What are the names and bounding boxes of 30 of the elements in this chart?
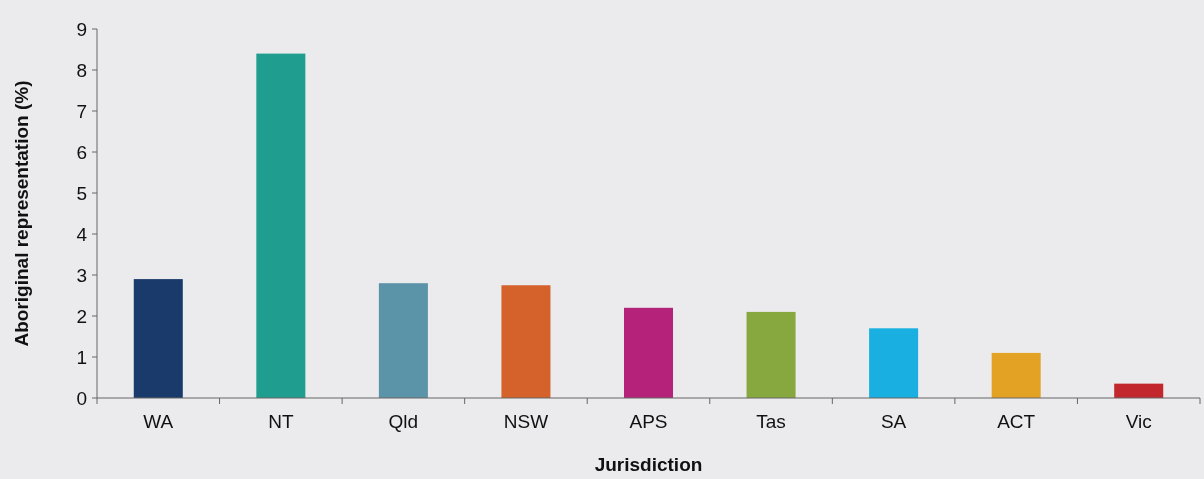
bar bbox=[991, 352, 1041, 398]
y-tick-label: 4 bbox=[76, 223, 88, 245]
y-tick-label: 0 bbox=[76, 387, 87, 409]
y-axis-title: Aboriginal representation (%) bbox=[11, 80, 32, 347]
bar bbox=[869, 328, 919, 398]
x-tick-label: Qld bbox=[388, 411, 419, 432]
y-tick-label: 7 bbox=[76, 100, 87, 122]
x-tick-label: WA bbox=[143, 411, 174, 432]
y-tick-label: 6 bbox=[76, 141, 87, 163]
x-tick-label: ACT bbox=[997, 411, 1036, 432]
y-tick-label: 2 bbox=[76, 305, 87, 327]
y-tick-label: 8 bbox=[76, 59, 87, 81]
bar bbox=[1114, 383, 1164, 398]
bar bbox=[256, 53, 306, 398]
bar bbox=[378, 283, 428, 398]
bar bbox=[501, 285, 551, 398]
bar bbox=[133, 279, 183, 398]
x-tick-label: APS bbox=[629, 411, 668, 432]
x-tick-label: Vic bbox=[1125, 411, 1152, 432]
x-tick-label: NSW bbox=[503, 411, 549, 432]
bar bbox=[623, 307, 674, 398]
x-axis-title: Jurisdiction bbox=[594, 454, 703, 475]
y-tick-label: 1 bbox=[76, 346, 87, 368]
y-tick-label: 5 bbox=[76, 182, 87, 204]
y-tick-label: 3 bbox=[76, 264, 87, 286]
bar bbox=[746, 311, 796, 398]
x-tick-label: NT bbox=[268, 411, 294, 432]
x-tick-label: Tas bbox=[756, 411, 786, 432]
x-tick-label: SA bbox=[880, 411, 907, 432]
y-tick-label: 9 bbox=[76, 18, 87, 40]
